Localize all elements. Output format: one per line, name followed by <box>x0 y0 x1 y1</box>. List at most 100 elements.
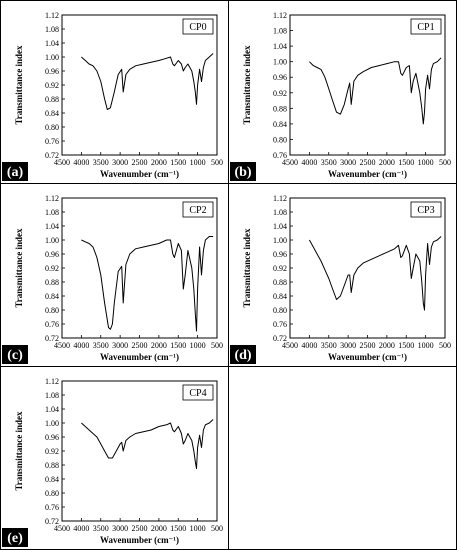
legend-label: CP0 <box>189 22 206 33</box>
y-tick-label: 0.80 <box>45 306 59 315</box>
plot-area <box>289 197 446 339</box>
series-line-cp2 <box>81 236 214 332</box>
x-tick-label: 3000 <box>340 158 356 167</box>
x-tick-label: 4500 <box>282 158 298 167</box>
y-tick-label: 0.72 <box>45 334 59 343</box>
x-tick-label: 500 <box>439 341 451 350</box>
y-tick-label: 1.08 <box>45 208 59 217</box>
y-tick-label: 0.80 <box>45 489 59 498</box>
legend-label: CP1 <box>417 22 434 33</box>
x-tick-label: 1500 <box>398 158 414 167</box>
legend-box <box>182 384 214 401</box>
y-tick-label: 0.92 <box>273 264 287 273</box>
x-tick-label: 2000 <box>151 524 167 533</box>
y-tick-label: 0.88 <box>45 278 59 287</box>
y-tick-label: 0.92 <box>45 447 59 456</box>
panel-tag: (c) <box>7 348 23 363</box>
chart-panel-5: 0.72 0.76 0.80 0.84 0.88 0.92 0.96 1.00 1.04 1.08… <box>2 377 223 547</box>
plot-area <box>61 14 218 156</box>
y-tick-label: 0.88 <box>273 278 287 287</box>
panel-tag: (a) <box>7 165 24 180</box>
y-tick-label: 1.04 <box>45 405 59 414</box>
panel-tag-box <box>2 162 28 181</box>
x-tick-label: 1500 <box>170 158 186 167</box>
y-tick-label: 0.84 <box>45 292 59 301</box>
y-tick-label: 1.04 <box>273 42 287 51</box>
y-tick-label: 0.76 <box>45 137 59 146</box>
y-tick-label: 0.92 <box>273 89 287 98</box>
plot-area <box>289 14 446 156</box>
legend-box <box>182 201 214 218</box>
x-tick-label: 500 <box>211 524 223 533</box>
y-tick-label: 1.04 <box>273 222 287 231</box>
y-tick-label: 0.92 <box>45 264 59 273</box>
y-tick-label: 0.84 <box>45 475 59 484</box>
legend-label: CP4 <box>189 388 206 399</box>
y-tick-label: 0.92 <box>45 81 59 90</box>
series-line-cp1 <box>309 57 442 125</box>
y-tick-label: 1.12 <box>45 377 59 386</box>
x-tick-label: 2500 <box>132 341 148 350</box>
panel-tag-box <box>230 345 256 364</box>
y-tick-label: 1.12 <box>45 11 59 20</box>
x-axis-title: Wavenumber (cm⁻¹) <box>100 535 179 545</box>
panel-tag-box <box>230 162 256 181</box>
y-tick-label: 0.88 <box>45 95 59 104</box>
x-axis-title: Wavenumber (cm⁻¹) <box>328 352 407 362</box>
x-tick-label: 4000 <box>73 524 89 533</box>
panel-tag: (b) <box>234 165 251 180</box>
x-tick-label: 2500 <box>360 341 376 350</box>
y-tick-label: 1.08 <box>273 208 287 217</box>
y-tick-label: 1.00 <box>273 236 287 245</box>
y-tick-label: 0.72 <box>273 334 287 343</box>
x-tick-label: 500 <box>211 341 223 350</box>
x-tick-label: 4000 <box>73 158 89 167</box>
x-tick-label: 2000 <box>151 158 167 167</box>
y-axis-title: Transmittance index <box>242 228 252 308</box>
x-axis-title: Wavenumber (cm⁻¹) <box>100 169 179 179</box>
x-tick-label: 1500 <box>170 524 186 533</box>
plot-area <box>61 197 218 339</box>
y-tick-label: 0.76 <box>45 503 59 512</box>
x-tick-label: 1000 <box>418 158 434 167</box>
legend-box <box>410 201 442 218</box>
x-tick-label: 2500 <box>132 158 148 167</box>
x-tick-label: 4500 <box>282 341 298 350</box>
panel-tag-box <box>2 528 28 547</box>
x-tick-label: 1000 <box>190 341 206 350</box>
y-tick-label: 0.80 <box>45 123 59 132</box>
y-tick-label: 1.12 <box>45 194 59 203</box>
y-tick-label: 1.04 <box>45 222 59 231</box>
x-tick-label: 2000 <box>379 341 395 350</box>
x-tick-label: 3500 <box>93 524 109 533</box>
y-tick-label: 1.00 <box>45 53 59 62</box>
x-tick-label: 1500 <box>398 341 414 350</box>
legend-box <box>182 18 214 35</box>
panel-tag-box <box>2 345 28 364</box>
y-tick-label: 1.12 <box>273 11 287 20</box>
x-tick-label: 4500 <box>54 524 70 533</box>
x-tick-label: 1000 <box>418 341 434 350</box>
x-tick-label: 2000 <box>379 158 395 167</box>
x-tick-label: 2500 <box>360 158 376 167</box>
legend-label: CP2 <box>189 205 206 216</box>
x-tick-label: 3000 <box>112 158 128 167</box>
chart-panel-1: 0.72 0.76 0.80 0.84 0.88 0.92 0.96 1.00 1.04 1.08… <box>2 11 223 181</box>
x-tick-label: 4000 <box>73 341 89 350</box>
y-tick-label: 0.84 <box>273 292 287 301</box>
x-tick-label: 500 <box>439 158 451 167</box>
y-axis-title: Transmittance index <box>14 411 24 491</box>
y-tick-label: 0.96 <box>45 250 59 259</box>
chart-panel-4: 0.72 0.76 0.80 0.84 0.88 0.92 0.96 1.00 1.04 1.08… <box>230 194 451 364</box>
x-tick-label: 3000 <box>340 341 356 350</box>
y-tick-label: 0.76 <box>273 151 287 160</box>
x-tick-label: 3500 <box>93 341 109 350</box>
y-axis-title: Transmittance index <box>14 45 24 125</box>
y-tick-label: 0.96 <box>273 250 287 259</box>
y-tick-label: 1.00 <box>45 236 59 245</box>
y-tick-label: 1.04 <box>45 39 59 48</box>
y-tick-label: 0.96 <box>45 433 59 442</box>
y-tick-label: 0.80 <box>273 306 287 315</box>
x-tick-label: 1000 <box>190 158 206 167</box>
